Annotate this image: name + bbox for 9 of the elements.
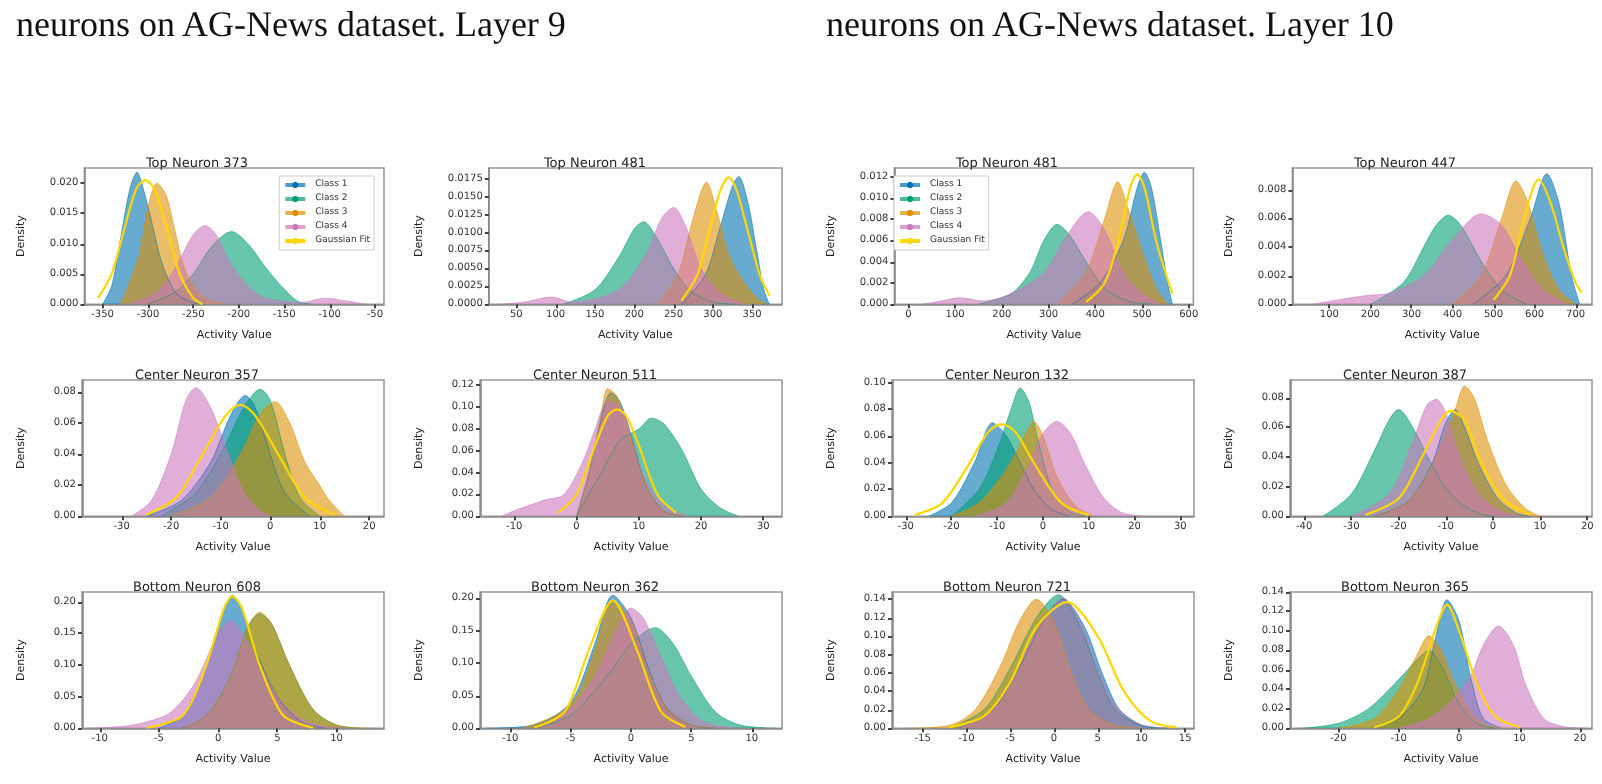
line-series xyxy=(1492,178,1583,301)
text: neurons on AG-News dataset. Layer 10 xyxy=(826,4,1394,46)
line-series xyxy=(1373,603,1521,729)
line-series xyxy=(145,403,336,516)
line-series xyxy=(533,599,687,729)
line-series xyxy=(1084,173,1174,304)
line-series xyxy=(913,422,1090,516)
line-series xyxy=(556,408,678,515)
text: neurons on AG-News dataset. Layer 9 xyxy=(16,4,566,46)
